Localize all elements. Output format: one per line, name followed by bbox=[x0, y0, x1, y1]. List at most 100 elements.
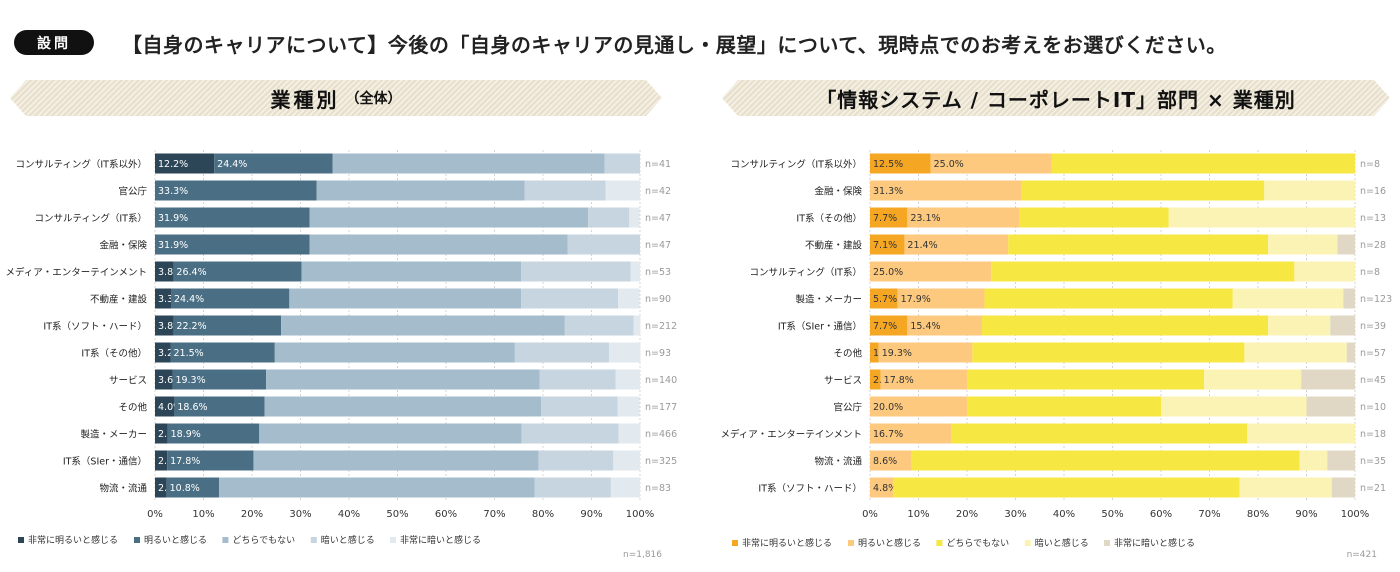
bar-segment bbox=[1301, 369, 1355, 390]
category-label: IT系（その他） bbox=[796, 213, 862, 225]
bar-segment bbox=[155, 423, 168, 444]
bar-segment bbox=[309, 234, 568, 255]
bar-segment bbox=[1247, 423, 1355, 444]
n-label: n=8 bbox=[1360, 159, 1380, 170]
bar-segment bbox=[870, 369, 881, 390]
category-label: 金融・保険 bbox=[99, 240, 147, 252]
data-label: 16.7% bbox=[873, 429, 903, 440]
n-label: n=28 bbox=[1360, 240, 1386, 251]
bar-segment bbox=[982, 315, 1269, 336]
data-label: 23.1% bbox=[910, 213, 940, 224]
left-panel-title: 業種別 bbox=[270, 87, 340, 112]
data-label: 4.0% bbox=[158, 402, 182, 413]
category-label: 不動産・建設 bbox=[90, 294, 148, 306]
category-label: 不動産・建設 bbox=[805, 240, 863, 252]
x-tick-label: 20% bbox=[241, 509, 263, 520]
n-label: n=93 bbox=[645, 348, 671, 359]
data-label: 31.3% bbox=[873, 186, 903, 197]
bar-segment bbox=[538, 450, 614, 471]
legend-swatch bbox=[134, 537, 140, 543]
data-label: 15.4% bbox=[910, 321, 940, 332]
n-label: n=18 bbox=[1360, 429, 1386, 440]
bar-segment bbox=[155, 477, 167, 498]
legend-entry: 明るいと感じる bbox=[858, 537, 921, 549]
bar-segment bbox=[1268, 315, 1331, 336]
bar-segment bbox=[1327, 450, 1355, 471]
data-label: 18.6% bbox=[177, 402, 207, 413]
n-label: n=57 bbox=[1360, 348, 1386, 359]
bar-segment bbox=[907, 315, 983, 336]
category-label: メディア・エンターテインメント bbox=[720, 429, 862, 441]
legend-swatch bbox=[310, 537, 317, 543]
bar-segment bbox=[253, 450, 539, 471]
x-tick-label: 70% bbox=[483, 509, 505, 520]
right-chart: 0% 10% 20% 30% 40% 50% 60% 70% 80% 90% 100% コンサルティン… bbox=[720, 150, 1392, 560]
bar-segment bbox=[155, 288, 172, 309]
data-label: 17.8% bbox=[170, 456, 200, 467]
bar-segment bbox=[630, 261, 640, 282]
bar-segment bbox=[967, 369, 1205, 390]
bar-segment bbox=[870, 261, 992, 282]
data-label: 7.7% bbox=[873, 213, 897, 224]
bar-segment bbox=[281, 315, 565, 336]
question-text: 【自身のキャリアについて】今後の「自身のキャリアの見通し・展望」について、現時点… bbox=[122, 33, 1227, 57]
bar-segment bbox=[1346, 342, 1355, 363]
bar-segment bbox=[1299, 450, 1328, 471]
data-label: 25.0% bbox=[873, 267, 903, 278]
bar-segment bbox=[1008, 234, 1269, 255]
bar-segment bbox=[316, 180, 525, 201]
legend-entry: 暗いと感じる bbox=[321, 534, 375, 546]
data-label: 3.2% bbox=[158, 348, 182, 359]
category-label: 物流・流通 bbox=[99, 483, 147, 495]
bar-segment bbox=[521, 261, 631, 282]
x-tick-label: 0% bbox=[862, 509, 878, 520]
bar-segment bbox=[167, 423, 260, 444]
bar-segment bbox=[613, 450, 640, 471]
bar-segment bbox=[870, 207, 908, 228]
bar-segment bbox=[870, 396, 967, 417]
bar-segment bbox=[173, 261, 302, 282]
data-label: 5.7% bbox=[873, 294, 897, 305]
data-label: 4.8% bbox=[873, 483, 897, 494]
x-tick-label: 40% bbox=[1053, 509, 1075, 520]
bar-segment bbox=[1268, 234, 1338, 255]
n-label: n=42 bbox=[645, 186, 671, 197]
bar-segment bbox=[266, 369, 540, 390]
legend-entry: 非常に暗いと感じる bbox=[1114, 537, 1195, 549]
bar-segment bbox=[870, 153, 931, 174]
data-label: 22.2% bbox=[176, 321, 206, 332]
data-label: 18.9% bbox=[171, 429, 201, 440]
bar-segment bbox=[155, 369, 173, 390]
data-label: 24.4% bbox=[217, 159, 247, 170]
data-label: 25.0% bbox=[934, 159, 964, 170]
legend-swatch bbox=[936, 540, 943, 546]
bar-segment bbox=[629, 207, 640, 228]
bar-segment bbox=[617, 396, 640, 417]
n-label: n=53 bbox=[645, 267, 671, 278]
data-label: 7.7% bbox=[873, 321, 897, 332]
bar-segment bbox=[155, 153, 215, 174]
bar-segment bbox=[289, 288, 522, 309]
bar-segment bbox=[870, 180, 1022, 201]
data-label: 26.4% bbox=[176, 267, 206, 278]
bar-segment bbox=[155, 261, 174, 282]
n-label: n=21 bbox=[1360, 483, 1386, 494]
category-label: コンサルティング（IT系以外） bbox=[730, 159, 862, 171]
bar-segment bbox=[610, 477, 640, 498]
data-label: 19.3% bbox=[175, 375, 205, 386]
data-label: 20.0% bbox=[873, 402, 903, 413]
data-label: 3.8% bbox=[158, 321, 182, 332]
bar-segment bbox=[605, 180, 640, 201]
data-label: 24.4% bbox=[174, 294, 204, 305]
n-label: n=177 bbox=[645, 402, 677, 413]
bar-segment bbox=[1051, 153, 1355, 174]
data-label: 8.6% bbox=[873, 456, 897, 467]
bar-segment bbox=[1232, 288, 1344, 309]
category-label: サービス bbox=[109, 376, 147, 387]
bar-segment bbox=[521, 423, 619, 444]
bar-segment bbox=[870, 234, 905, 255]
bar-segment bbox=[1019, 207, 1169, 228]
bar-segment bbox=[950, 423, 1248, 444]
bar-segment bbox=[1168, 207, 1355, 228]
x-tick-label: 100% bbox=[626, 509, 655, 520]
